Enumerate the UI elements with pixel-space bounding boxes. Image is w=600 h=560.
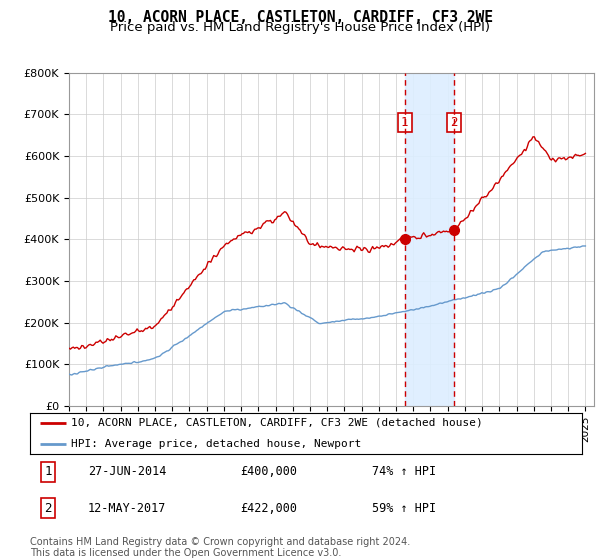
Text: HPI: Average price, detached house, Newport: HPI: Average price, detached house, Newp… [71,438,362,449]
Text: 2: 2 [451,116,458,129]
Bar [404,73,454,406]
Text: 1: 1 [401,116,409,129]
Text: Price paid vs. HM Land Registry's House Price Index (HPI): Price paid vs. HM Land Registry's House … [110,21,490,34]
Text: £400,000: £400,000 [240,465,297,478]
Text: Contains HM Land Registry data © Crown copyright and database right 2024.
This d: Contains HM Land Registry data © Crown c… [30,536,410,558]
Text: 74% ↑ HPI: 74% ↑ HPI [372,465,436,478]
Text: 59% ↑ HPI: 59% ↑ HPI [372,502,436,515]
Text: £422,000: £422,000 [240,502,297,515]
Text: 10, ACORN PLACE, CASTLETON, CARDIFF, CF3 2WE: 10, ACORN PLACE, CASTLETON, CARDIFF, CF3… [107,10,493,25]
Text: 10, ACORN PLACE, CASTLETON, CARDIFF, CF3 2WE (detached house): 10, ACORN PLACE, CASTLETON, CARDIFF, CF3… [71,418,483,427]
Text: 1: 1 [44,465,52,478]
Text: 27-JUN-2014: 27-JUN-2014 [88,465,166,478]
Text: 12-MAY-2017: 12-MAY-2017 [88,502,166,515]
Text: 2: 2 [44,502,52,515]
